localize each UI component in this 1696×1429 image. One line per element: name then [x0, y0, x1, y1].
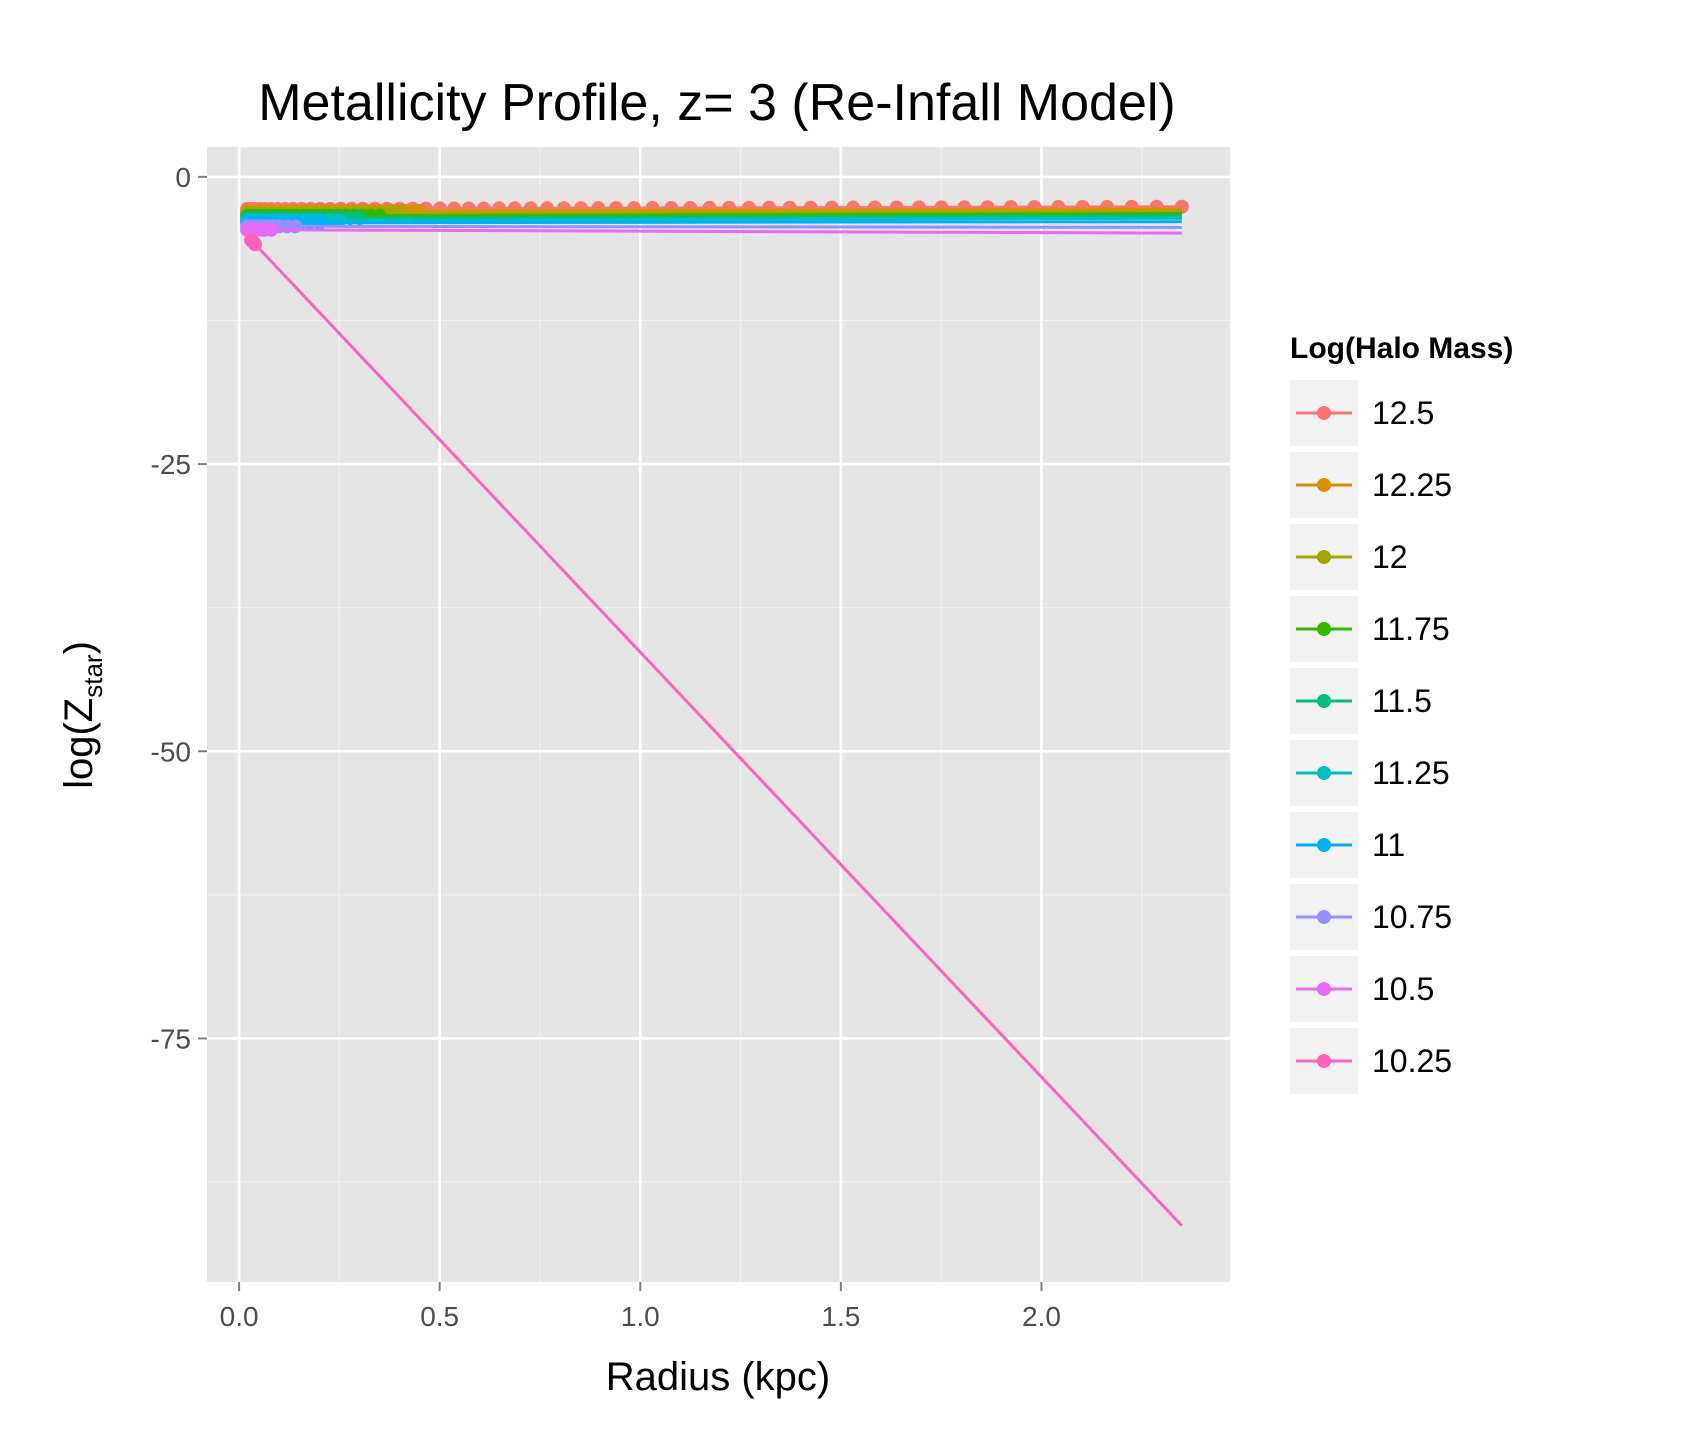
series-line	[250, 239, 1183, 1227]
legend-item: 12	[1290, 524, 1408, 590]
chart-title: Metallicity Profile, z= 3 (Re-Infall Mod…	[258, 74, 1176, 132]
legend-item: 12.5	[1290, 380, 1434, 446]
legend-item: 11.5	[1290, 668, 1432, 734]
legend-key-point	[1317, 406, 1331, 420]
y-tick-label: 0	[175, 162, 191, 193]
legend-label: 11.25	[1372, 755, 1450, 791]
data-point	[248, 237, 263, 252]
legend-label: 12.5	[1372, 395, 1434, 431]
series-line	[247, 220, 1182, 225]
legend-item: 12.25	[1290, 452, 1452, 518]
legend-label: 10.5	[1372, 971, 1434, 1007]
y-axis-title: log(Zstar)	[57, 641, 108, 789]
legend-key-point	[1317, 1054, 1331, 1068]
series-line	[247, 214, 1182, 220]
x-tick-label: 1.5	[821, 1301, 860, 1332]
y-axis-title-base: log(Z	[57, 698, 101, 789]
y-tick-label: -25	[151, 449, 191, 480]
y-tick-label: -75	[151, 1023, 191, 1054]
legend-item: 10.25	[1290, 1028, 1452, 1094]
series-layer	[240, 199, 1189, 1227]
legend-label: 10.25	[1372, 1043, 1452, 1079]
x-tick-label: 0.5	[420, 1301, 459, 1332]
legend-label: 12.25	[1372, 467, 1452, 503]
legend-item: 10.5	[1290, 956, 1434, 1022]
legend-key-point	[1317, 550, 1331, 564]
legend-key-point	[1317, 694, 1331, 708]
legend-item: 11	[1290, 812, 1405, 878]
y-axis-title-sub: star	[78, 654, 108, 698]
series-line	[247, 228, 1182, 235]
plot-panel	[207, 147, 1230, 1282]
legend-key-point	[1317, 838, 1331, 852]
legend-label: 11	[1372, 827, 1405, 863]
legend-label: 10.75	[1372, 899, 1452, 935]
legend-label: 11.75	[1372, 611, 1450, 647]
data-point	[264, 222, 279, 237]
x-axis-title: Radius (kpc)	[606, 1355, 831, 1399]
series-line	[247, 216, 1182, 223]
legend-title: Log(Halo Mass)	[1290, 332, 1513, 365]
legend-key-point	[1317, 766, 1331, 780]
legend-key-point	[1317, 910, 1331, 924]
x-tick-label: 0.0	[220, 1301, 259, 1332]
grid-lines	[207, 147, 1230, 1282]
legend-item: 11.25	[1290, 740, 1450, 806]
x-tick-label: 2.0	[1022, 1301, 1061, 1332]
legend-key-point	[1317, 982, 1331, 996]
svg-text:log(Zstar): log(Zstar)	[57, 641, 108, 789]
legend: Log(Halo Mass) 12.5 12.25 12 11.75 11.5 11.25…	[1290, 332, 1513, 1094]
x-tick-label: 1.0	[621, 1301, 660, 1332]
y-axis-title-close: )	[57, 641, 101, 654]
legend-item: 10.75	[1290, 884, 1452, 950]
series-line	[247, 224, 1182, 229]
legend-item: 11.75	[1290, 596, 1450, 662]
legend-label: 12	[1372, 539, 1408, 575]
legend-key-point	[1317, 478, 1331, 492]
axes: 0.0 0.5 1.0 1.5 2.0 0 -25 -50 -75	[151, 162, 1061, 1332]
legend-label: 11.5	[1372, 683, 1432, 719]
series-line	[247, 212, 1182, 218]
series-10.25	[244, 233, 1183, 1227]
legend-key-point	[1317, 622, 1331, 636]
y-tick-label: -50	[151, 736, 191, 767]
